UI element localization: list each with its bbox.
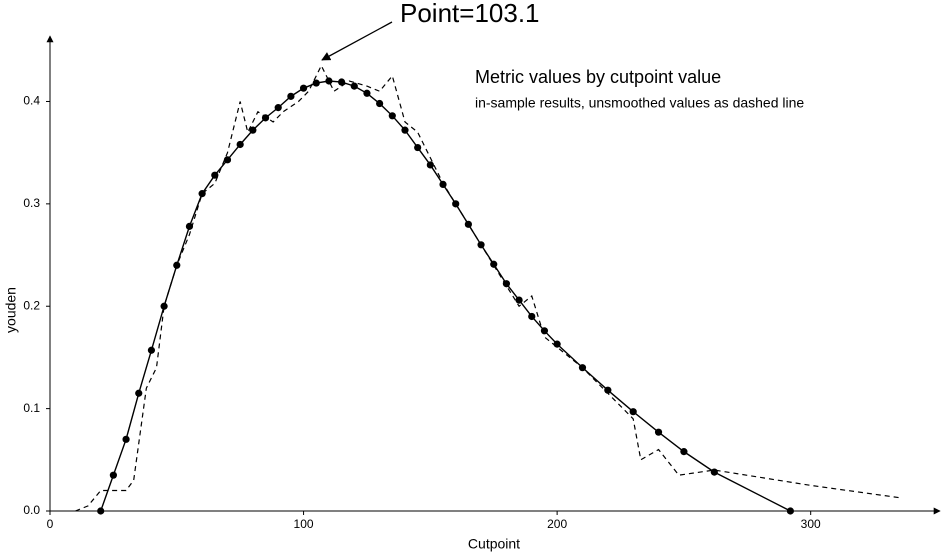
point — [287, 92, 295, 100]
dashed-line — [75, 64, 900, 512]
point — [274, 104, 282, 112]
point — [185, 222, 194, 230]
point — [299, 84, 308, 92]
annotation: Point=103.1 — [400, 0, 540, 28]
point — [414, 143, 422, 152]
y-tick-label: 0.1 — [23, 401, 40, 415]
y-tick-label: 0.4 — [23, 94, 40, 108]
point — [249, 126, 257, 134]
point — [312, 79, 320, 87]
point — [350, 82, 358, 90]
point — [401, 126, 409, 134]
point — [515, 296, 523, 304]
point — [211, 171, 219, 179]
y-tick-label: 0.0 — [23, 503, 40, 517]
point — [135, 389, 143, 397]
point — [528, 312, 536, 321]
point — [710, 468, 718, 476]
line — [100, 80, 791, 512]
y-tick-label: 0.3 — [23, 196, 40, 210]
x-axis-label: Cutpoint — [468, 536, 520, 552]
y-axis-label: youden — [3, 287, 19, 333]
x-tick-label: 300 — [801, 517, 821, 531]
point — [122, 435, 130, 443]
point — [490, 260, 498, 268]
annotation-arrow — [321, 21, 393, 61]
point — [629, 408, 637, 416]
point — [337, 78, 346, 86]
point — [680, 448, 688, 456]
chart-title: Metric values by cutpoint value — [475, 67, 721, 87]
point — [147, 346, 156, 354]
y-tick-label: 0.2 — [23, 298, 40, 312]
point — [654, 428, 663, 436]
point — [426, 161, 434, 169]
point — [363, 89, 371, 97]
point — [97, 507, 105, 515]
point — [376, 99, 384, 108]
point — [109, 471, 117, 479]
chart-subtitle: in-sample results, unsmoothed values as … — [475, 95, 804, 111]
point — [553, 340, 561, 348]
point — [223, 156, 232, 164]
point — [786, 507, 794, 515]
x-tick-label: 0 — [47, 517, 54, 531]
point — [452, 200, 460, 208]
point — [325, 77, 333, 85]
x-tick-label: 200 — [547, 517, 567, 531]
x-tick-label: 100 — [294, 517, 314, 531]
point — [388, 112, 396, 120]
point — [160, 302, 168, 310]
point — [464, 220, 472, 228]
point — [236, 140, 244, 149]
